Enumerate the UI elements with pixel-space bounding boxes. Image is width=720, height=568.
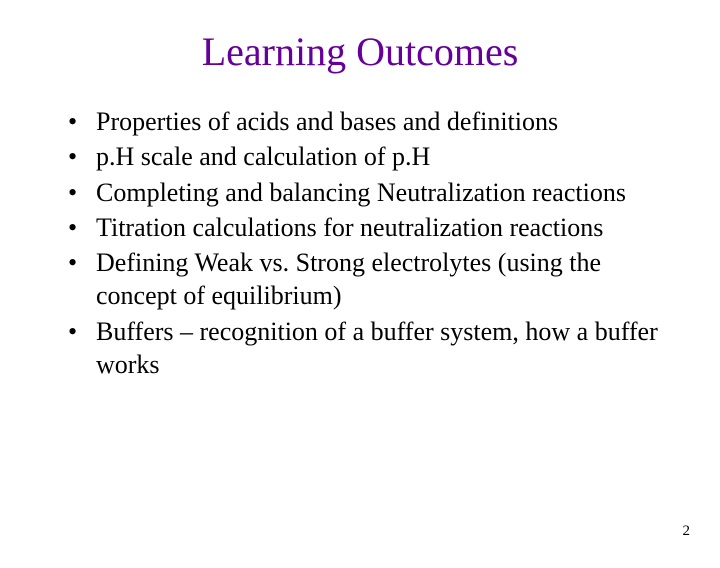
list-item: Titration calculations for neutralizatio…	[68, 211, 672, 244]
list-item: p.H scale and calculation of p.H	[68, 140, 672, 173]
list-item: Properties of acids and bases and defini…	[68, 105, 672, 138]
list-item: Defining Weak vs. Strong electrolytes (u…	[68, 246, 672, 313]
list-item: Completing and balancing Neutralization …	[68, 176, 672, 209]
bullet-list: Properties of acids and bases and defini…	[0, 105, 720, 381]
list-item: Buffers – recognition of a buffer system…	[68, 315, 672, 382]
page-number: 2	[683, 523, 691, 540]
slide-title: Learning Outcomes	[0, 28, 720, 75]
